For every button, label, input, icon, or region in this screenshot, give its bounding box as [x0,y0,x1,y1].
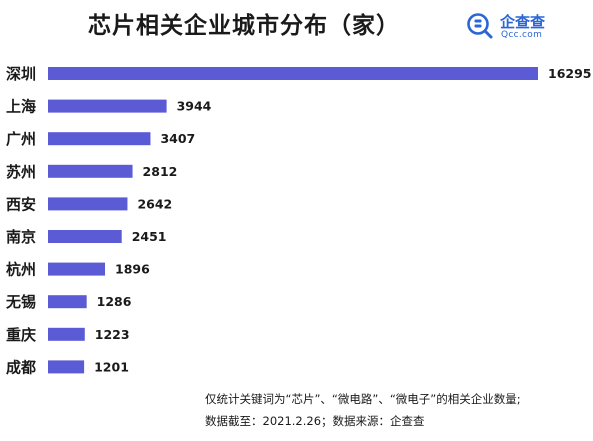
footnote-line-2: 数据截至：2021.2.26；数据来源：企查查 [205,410,521,432]
value-label: 3944 [177,99,212,114]
bar [48,165,133,178]
category-label: 成都 [6,358,36,376]
bar [48,132,150,145]
value-label: 3407 [160,131,195,146]
category-label: 南京 [6,228,36,246]
value-label: 1223 [95,327,130,342]
category-label: 苏州 [6,163,36,181]
bar [48,197,127,210]
category-label: 上海 [6,98,36,116]
bar [48,230,122,243]
bar [48,100,167,113]
value-label: 2642 [137,196,172,211]
bar [48,67,538,80]
bar [48,328,85,341]
bar [48,295,87,308]
footnote-line-1: 仅统计关键词为“芯片”、“微电路”、“微电子”的相关企业数量; [205,388,521,410]
value-label: 2812 [143,164,178,179]
value-label: 16295 [548,66,592,81]
bar [48,360,84,373]
category-label: 西安 [6,195,36,213]
value-label: 1286 [97,294,132,309]
value-label: 1896 [115,262,150,277]
category-label: 广州 [6,130,36,148]
category-label: 无锡 [5,293,36,311]
value-label: 1201 [94,359,129,374]
footnote: 仅统计关键词为“芯片”、“微电路”、“微电子”的相关企业数量; 数据截至：202… [205,388,521,432]
category-label: 重庆 [6,326,36,344]
bar [48,263,105,276]
value-label: 2451 [132,229,167,244]
category-label: 杭州 [6,261,36,279]
category-label: 深圳 [6,65,36,83]
